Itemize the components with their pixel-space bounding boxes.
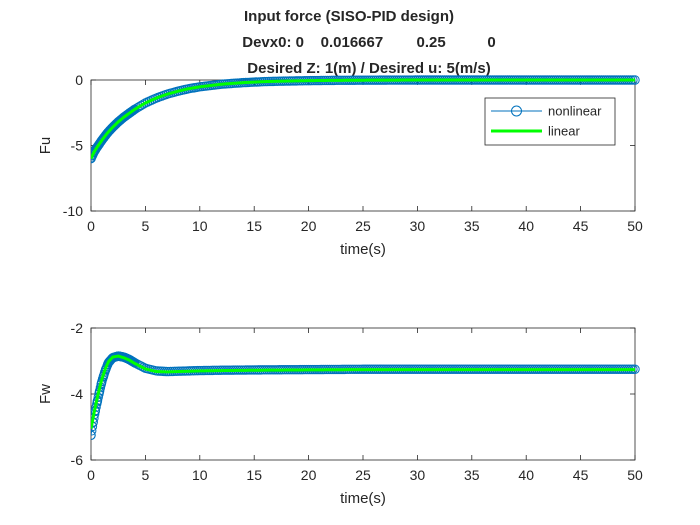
- top-xtick-label: 5: [142, 218, 150, 234]
- title-line-1: Input force (SISO-PID design): [244, 8, 454, 25]
- bottom-xtick-label: 30: [410, 467, 426, 483]
- top-ytick-label: 0: [75, 72, 83, 88]
- bottom-ytick-label: -2: [71, 320, 84, 336]
- top-xtick-label: 15: [246, 218, 262, 234]
- top-nonlinear-point: [140, 98, 151, 108]
- legend-linear-label: linear: [548, 124, 580, 139]
- top-xtick-label: 45: [573, 218, 589, 234]
- top-nonlinear-point: [144, 96, 155, 106]
- bottom-xtick-label: 25: [355, 467, 371, 483]
- top-x-axis-label: time(s): [340, 241, 386, 258]
- title-line-3: Desired Z: 1(m) / Desired u: 5(m/s): [247, 60, 490, 77]
- bottom-linear-series: [91, 354, 635, 429]
- bottom-xtick-label: 20: [301, 467, 317, 483]
- top-xtick-label: 10: [192, 218, 208, 234]
- bottom-ytick-label: -6: [71, 452, 84, 468]
- title-line-2: Devx0: 0 0.016667 0.25 0: [242, 34, 496, 51]
- legend-nonlinear-label: nonlinear: [548, 104, 602, 119]
- bottom-y-axis-label: Fw: [37, 384, 54, 404]
- bottom-axes: 0 5 10 15 20 25 30 35 40 45 50 -6 -4 -2 time(s) Fw: [37, 320, 643, 507]
- bottom-xtick-label: 40: [518, 467, 534, 483]
- legend: nonlinear linear: [484, 97, 616, 146]
- bottom-xtick-label: 50: [627, 467, 643, 483]
- top-nonlinear-point: [129, 104, 140, 115]
- bottom-x-axis-label: time(s): [340, 490, 386, 507]
- legend-box: [484, 97, 616, 146]
- top-xtick-label: 50: [627, 218, 643, 234]
- top-xtick-label: 30: [410, 218, 426, 234]
- top-y-axis-label: Fu: [37, 137, 54, 155]
- bottom-ytick-label: -4: [71, 386, 84, 402]
- bottom-xtick-label: 35: [464, 467, 480, 483]
- bottom-xtick-label: 45: [573, 467, 589, 483]
- top-xtick-label: 20: [301, 218, 317, 234]
- bottom-xtick-label: 0: [87, 467, 95, 483]
- bottom-nonlinear-point: [129, 357, 140, 368]
- top-nonlinear-point: [149, 94, 159, 104]
- top-linear-series: [91, 78, 635, 160]
- bottom-xtick-label: 15: [246, 467, 262, 483]
- top-ytick-label: -5: [71, 138, 84, 154]
- bottom-nonlinear-point: [91, 430, 96, 440]
- top-nonlinear-point: [142, 97, 153, 107]
- bottom-axes-box: [90, 327, 636, 461]
- top-xtick-label: 0: [87, 218, 95, 234]
- bottom-xtick-label: 5: [142, 467, 150, 483]
- top-xtick-label: 25: [355, 218, 371, 234]
- top-xtick-label: 40: [518, 218, 534, 234]
- top-xtick-label: 35: [464, 218, 480, 234]
- legend-nonlinear-marker: [511, 105, 522, 117]
- top-ytick-label: -10: [63, 203, 83, 219]
- top-nonlinear-point: [146, 95, 157, 105]
- bottom-xtick-label: 10: [192, 467, 208, 483]
